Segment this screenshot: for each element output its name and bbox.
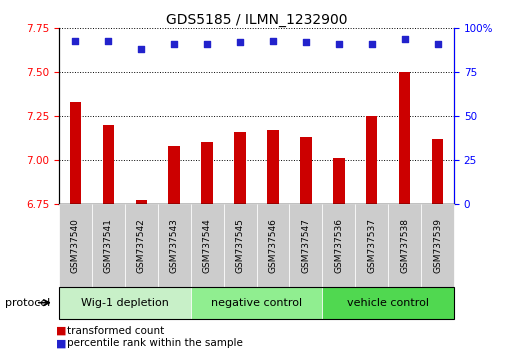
Point bbox=[433, 41, 442, 47]
Text: transformed count: transformed count bbox=[67, 326, 164, 336]
Point bbox=[170, 41, 179, 47]
Point bbox=[104, 38, 112, 44]
Point bbox=[368, 41, 376, 47]
Text: GSM737539: GSM737539 bbox=[433, 218, 442, 273]
Bar bbox=[234, 132, 246, 204]
Text: GSM737540: GSM737540 bbox=[71, 218, 80, 273]
Bar bbox=[300, 137, 311, 204]
Title: GDS5185 / ILMN_1232900: GDS5185 / ILMN_1232900 bbox=[166, 13, 347, 27]
Point bbox=[137, 46, 145, 52]
Point bbox=[71, 38, 80, 44]
Text: GSM737542: GSM737542 bbox=[137, 218, 146, 273]
Text: ■: ■ bbox=[56, 326, 67, 336]
Point bbox=[302, 40, 310, 45]
Text: GSM737544: GSM737544 bbox=[203, 218, 212, 273]
Bar bbox=[267, 130, 279, 204]
Text: GSM737547: GSM737547 bbox=[301, 218, 310, 273]
Text: GSM737536: GSM737536 bbox=[334, 218, 343, 273]
Bar bbox=[366, 116, 378, 204]
Point bbox=[269, 38, 277, 44]
Point bbox=[236, 40, 244, 45]
Point bbox=[203, 41, 211, 47]
Bar bbox=[103, 125, 114, 204]
Text: ■: ■ bbox=[56, 338, 67, 348]
Bar bbox=[202, 142, 213, 204]
Text: GSM737546: GSM737546 bbox=[268, 218, 278, 273]
Text: Wig-1 depletion: Wig-1 depletion bbox=[81, 298, 169, 308]
Point bbox=[334, 41, 343, 47]
Text: GSM737537: GSM737537 bbox=[367, 218, 376, 273]
Text: percentile rank within the sample: percentile rank within the sample bbox=[67, 338, 243, 348]
Text: GSM737541: GSM737541 bbox=[104, 218, 113, 273]
Text: GSM737538: GSM737538 bbox=[400, 218, 409, 273]
Text: vehicle control: vehicle control bbox=[347, 298, 429, 308]
Bar bbox=[333, 158, 345, 204]
Bar bbox=[432, 139, 443, 204]
Text: GSM737543: GSM737543 bbox=[170, 218, 179, 273]
Point bbox=[401, 36, 409, 42]
Bar bbox=[168, 146, 180, 204]
Text: negative control: negative control bbox=[211, 298, 302, 308]
Bar bbox=[70, 102, 81, 204]
Bar bbox=[399, 72, 410, 204]
Text: GSM737545: GSM737545 bbox=[235, 218, 245, 273]
Bar bbox=[135, 200, 147, 204]
Text: protocol: protocol bbox=[5, 298, 50, 308]
